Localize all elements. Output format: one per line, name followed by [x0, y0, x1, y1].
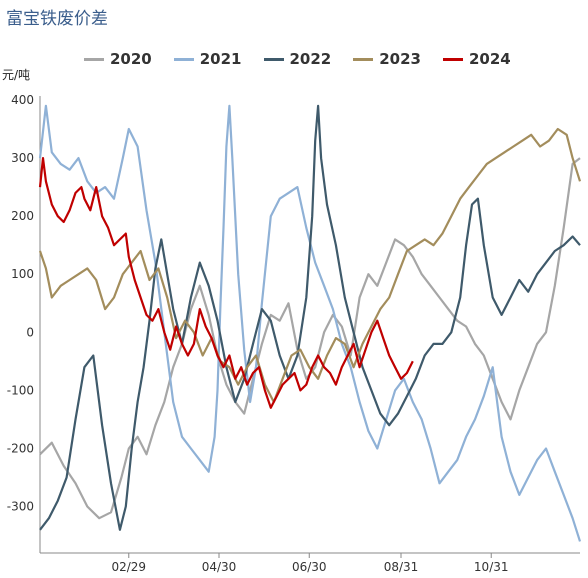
- y-tick-label: -100: [7, 383, 34, 397]
- x-tick-label: 06/30: [292, 560, 327, 574]
- series-line-2020: [39, 157, 581, 520]
- legend-swatch: [353, 57, 374, 61]
- x-tick-label: 02/29: [111, 560, 146, 574]
- x-tick-label: 08/31: [384, 560, 419, 574]
- y-tick-label: 300: [11, 151, 34, 165]
- legend-item-2021: 2021: [173, 50, 242, 68]
- chart-title: 富宝铁废价差: [6, 9, 108, 29]
- legend-label: 2020: [110, 50, 152, 68]
- x-tick-label: 10/31: [474, 560, 509, 574]
- series-line-2023: [38, 127, 582, 404]
- chart-legend: 2020 2021 2022 2023 2024: [84, 50, 533, 68]
- series-line-2024: [38, 157, 414, 409]
- y-tick-label: -300: [7, 500, 34, 514]
- y-tick-label: 0: [26, 325, 34, 339]
- legend-item-2024: 2024: [443, 50, 511, 68]
- x-tick-label: 04/30: [202, 560, 237, 574]
- legend-swatch: [84, 57, 104, 61]
- y-tick-label: 400: [11, 93, 34, 107]
- y-tick-label: -200: [7, 441, 34, 455]
- legend-label: 2022: [289, 50, 332, 68]
- y-axis-unit-label: 元/吨: [2, 68, 31, 82]
- y-tick-label: 200: [11, 209, 34, 223]
- legend-label: 2021: [199, 50, 242, 68]
- legend-item-2020: 2020: [84, 50, 152, 68]
- legend-label: 2023: [379, 50, 421, 68]
- legend-label: 2024: [469, 50, 511, 68]
- series-line-2022: [39, 104, 581, 531]
- legend-item-2022: 2022: [263, 50, 332, 68]
- series-line-2021: [38, 104, 582, 542]
- y-tick-label: 100: [11, 267, 34, 281]
- legend-swatch: [173, 57, 194, 61]
- legend-swatch: [263, 57, 284, 61]
- legend-swatch: [443, 57, 463, 61]
- legend-item-2023: 2023: [353, 50, 421, 68]
